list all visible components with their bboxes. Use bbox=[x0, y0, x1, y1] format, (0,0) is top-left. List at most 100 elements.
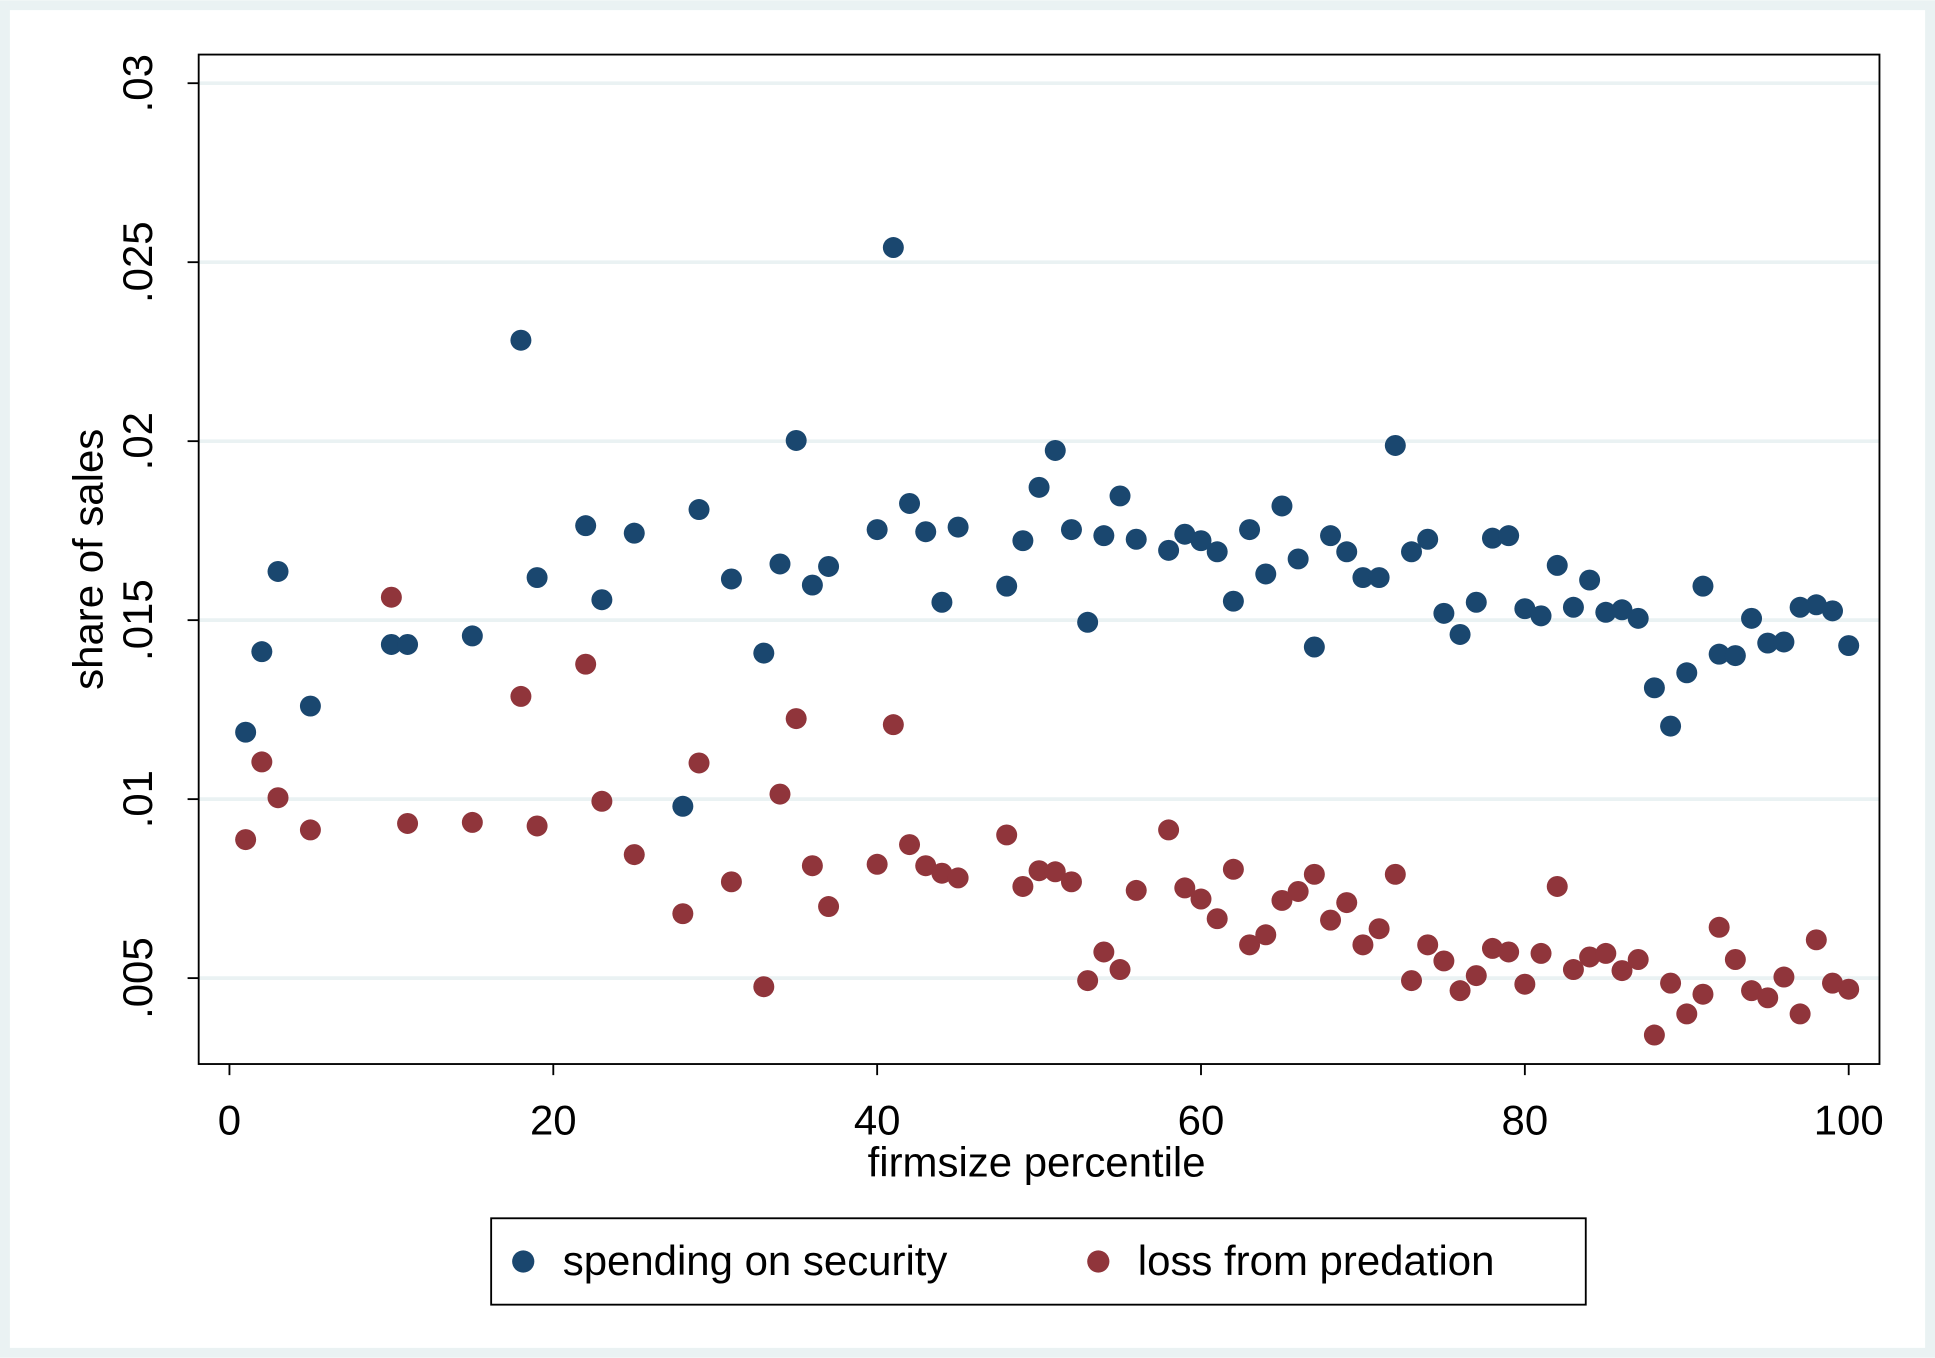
data-point bbox=[510, 329, 532, 351]
data-point bbox=[591, 790, 613, 812]
data-point bbox=[785, 429, 807, 451]
y-tick-label: .015 bbox=[114, 579, 161, 661]
legend-box bbox=[490, 1217, 1587, 1306]
data-point bbox=[1498, 525, 1520, 547]
data-point bbox=[1530, 942, 1552, 964]
data-point bbox=[235, 721, 257, 743]
y-tick-label: .02 bbox=[114, 412, 161, 470]
data-point bbox=[1643, 677, 1665, 699]
data-point bbox=[1417, 934, 1439, 956]
data-point bbox=[461, 625, 483, 647]
data-point bbox=[1093, 941, 1115, 963]
data-point bbox=[1320, 525, 1342, 547]
data-point bbox=[251, 641, 273, 663]
data-point bbox=[1125, 879, 1147, 901]
x-tick-label: 80 bbox=[1502, 1096, 1549, 1143]
y-tick-label: .03 bbox=[114, 54, 161, 112]
data-point bbox=[899, 492, 921, 514]
data-point bbox=[882, 237, 904, 258]
data-point bbox=[1579, 946, 1601, 968]
data-point bbox=[1368, 918, 1390, 940]
data-point bbox=[1627, 949, 1649, 970]
data-point bbox=[1352, 934, 1374, 956]
data-point bbox=[1012, 530, 1034, 552]
data-point bbox=[1611, 960, 1633, 982]
data-point bbox=[899, 834, 921, 856]
data-point bbox=[1724, 949, 1746, 970]
data-point bbox=[1562, 959, 1584, 981]
data-point bbox=[1773, 966, 1795, 988]
data-point bbox=[1125, 528, 1147, 550]
data-point bbox=[915, 521, 937, 543]
x-tick-label: 0 bbox=[218, 1096, 241, 1143]
data-point bbox=[267, 560, 289, 582]
data-point bbox=[996, 575, 1018, 597]
data-point bbox=[1692, 983, 1714, 1005]
data-point bbox=[1741, 607, 1763, 629]
data-point bbox=[510, 685, 532, 707]
data-point bbox=[1692, 575, 1714, 597]
legend-label: spending on security bbox=[563, 1237, 948, 1284]
x-tick-label: 40 bbox=[854, 1096, 901, 1143]
data-point bbox=[1449, 623, 1471, 645]
data-point bbox=[461, 811, 483, 833]
data-point bbox=[688, 499, 710, 521]
data-point bbox=[251, 751, 273, 773]
data-point bbox=[1384, 863, 1406, 885]
x-tick-label: 20 bbox=[530, 1096, 577, 1143]
data-point bbox=[1660, 972, 1682, 994]
data-point bbox=[1158, 819, 1180, 841]
data-point bbox=[1271, 889, 1293, 911]
data-point bbox=[1514, 973, 1536, 995]
data-point bbox=[1724, 645, 1746, 667]
data-point bbox=[1060, 519, 1082, 541]
data-point bbox=[575, 653, 597, 675]
data-point bbox=[931, 591, 953, 613]
data-point bbox=[1190, 888, 1212, 910]
data-point bbox=[1481, 527, 1503, 549]
data-point bbox=[1465, 965, 1487, 987]
data-point bbox=[1303, 863, 1325, 885]
data-point bbox=[931, 862, 953, 884]
data-point bbox=[1320, 909, 1342, 931]
data-point bbox=[1417, 528, 1439, 550]
data-point bbox=[299, 819, 321, 841]
data-point bbox=[769, 553, 791, 575]
data-point bbox=[1368, 567, 1390, 589]
data-point bbox=[1546, 875, 1568, 897]
data-point bbox=[720, 871, 742, 893]
data-point bbox=[1190, 530, 1212, 552]
data-point bbox=[688, 752, 710, 774]
data-point bbox=[1757, 987, 1779, 1009]
data-point bbox=[1789, 1003, 1811, 1025]
data-point bbox=[1838, 635, 1860, 657]
data-point bbox=[1708, 643, 1730, 665]
data-point bbox=[299, 695, 321, 717]
legend-marker bbox=[512, 1250, 535, 1273]
data-point bbox=[753, 976, 775, 998]
data-point bbox=[623, 522, 645, 544]
data-point bbox=[1093, 525, 1115, 547]
data-point bbox=[1222, 590, 1244, 612]
data-point bbox=[1449, 980, 1471, 1002]
x-tick-label: 60 bbox=[1178, 1096, 1225, 1143]
data-point bbox=[1789, 596, 1811, 618]
data-point bbox=[1481, 937, 1503, 959]
data-point bbox=[1401, 970, 1422, 992]
y-tick-label: .01 bbox=[114, 770, 161, 828]
legend-marker bbox=[1087, 1250, 1110, 1273]
data-point bbox=[947, 867, 969, 889]
data-point bbox=[1465, 591, 1487, 613]
plot-background bbox=[9, 10, 1926, 1348]
data-point bbox=[397, 812, 419, 834]
data-point bbox=[1562, 596, 1584, 618]
data-point bbox=[575, 515, 597, 537]
data-point bbox=[1077, 611, 1099, 633]
data-point bbox=[1352, 567, 1374, 589]
data-point bbox=[1255, 924, 1277, 946]
data-point bbox=[1433, 950, 1455, 972]
data-point bbox=[1287, 880, 1309, 902]
data-point bbox=[866, 853, 888, 875]
data-point bbox=[1206, 908, 1228, 930]
